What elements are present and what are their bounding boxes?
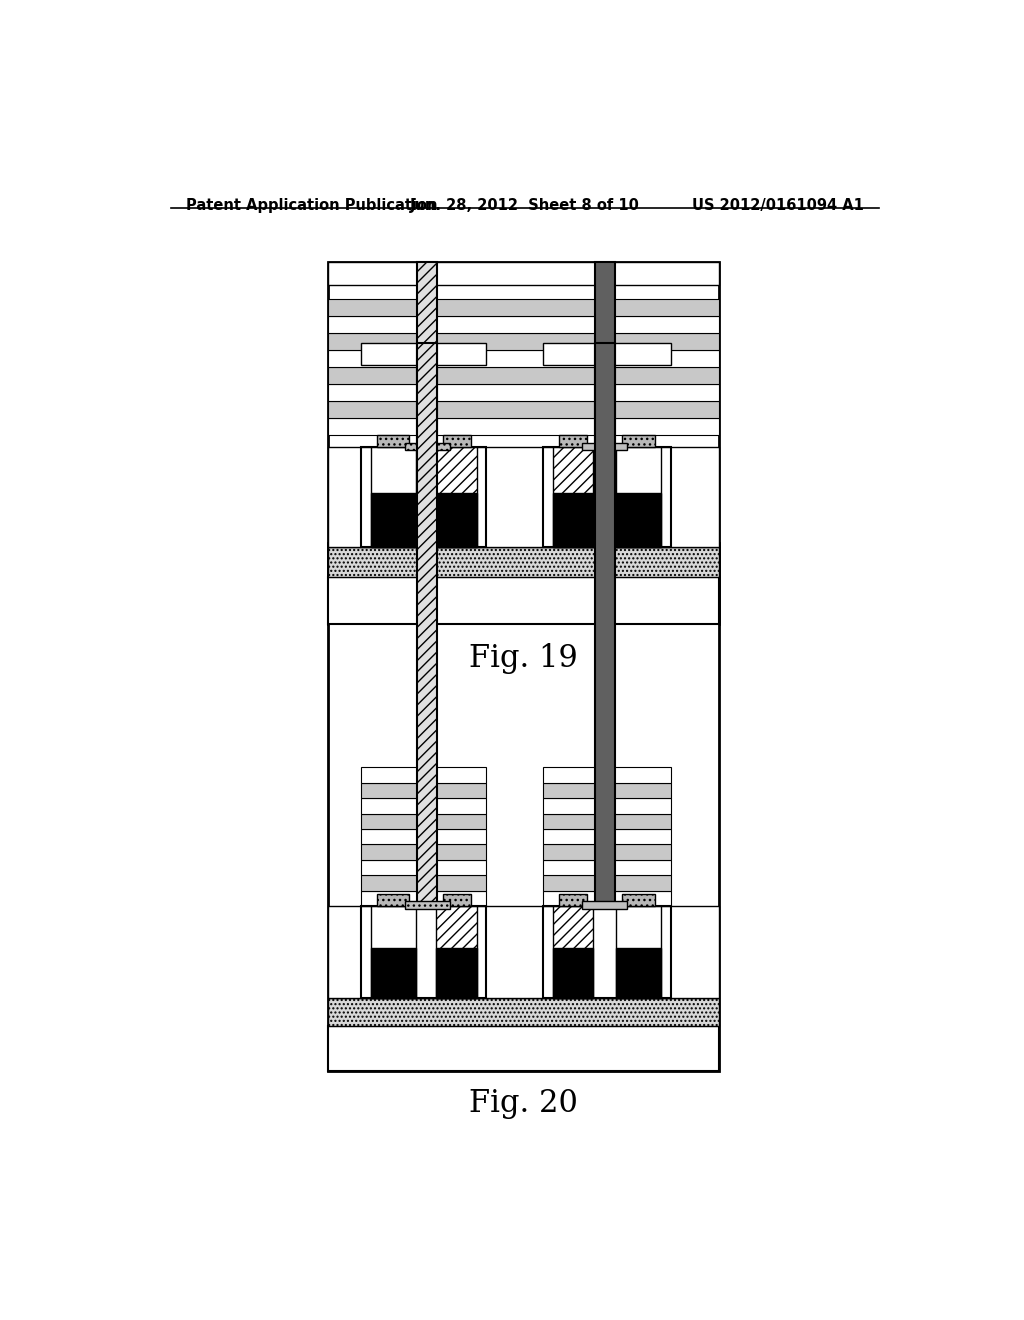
Bar bbox=[361, 783, 486, 799]
Bar bbox=[553, 492, 593, 548]
Bar bbox=[328, 447, 719, 548]
Bar bbox=[436, 906, 477, 998]
Bar bbox=[559, 434, 587, 447]
Bar bbox=[328, 263, 719, 624]
Bar bbox=[328, 350, 719, 367]
Bar bbox=[361, 813, 486, 829]
Bar bbox=[361, 767, 486, 783]
Bar bbox=[544, 829, 671, 845]
Bar bbox=[442, 434, 471, 447]
Bar bbox=[616, 948, 662, 998]
Bar bbox=[328, 300, 719, 317]
Bar bbox=[361, 343, 486, 364]
Bar bbox=[616, 447, 662, 548]
Bar bbox=[436, 492, 477, 548]
Bar bbox=[544, 767, 671, 783]
Bar bbox=[377, 434, 410, 447]
Bar bbox=[553, 948, 593, 998]
Text: US 2012/0161094 A1: US 2012/0161094 A1 bbox=[692, 198, 864, 214]
Bar bbox=[404, 902, 450, 909]
Bar bbox=[436, 948, 477, 998]
Bar bbox=[328, 263, 719, 285]
Bar bbox=[623, 434, 655, 447]
Bar bbox=[328, 384, 719, 401]
Bar bbox=[442, 894, 471, 906]
Bar bbox=[361, 875, 486, 891]
Bar bbox=[328, 401, 719, 418]
Bar bbox=[417, 343, 437, 906]
Text: Patent Application Publication: Patent Application Publication bbox=[186, 198, 437, 214]
Bar bbox=[544, 845, 671, 859]
Bar bbox=[616, 492, 662, 548]
Bar bbox=[371, 948, 416, 998]
Bar bbox=[623, 894, 655, 906]
Bar bbox=[544, 783, 671, 799]
Bar bbox=[404, 442, 450, 450]
Bar bbox=[544, 875, 671, 891]
Bar bbox=[328, 1026, 719, 1071]
Bar bbox=[417, 263, 437, 447]
Bar bbox=[361, 845, 486, 859]
Bar bbox=[328, 317, 719, 333]
Bar bbox=[553, 906, 593, 998]
Text: Fig. 20: Fig. 20 bbox=[469, 1088, 578, 1119]
Bar bbox=[544, 343, 671, 364]
Bar bbox=[361, 799, 486, 813]
Bar bbox=[328, 333, 719, 350]
Bar bbox=[328, 998, 719, 1026]
Bar bbox=[371, 447, 416, 548]
Bar bbox=[544, 447, 671, 548]
Bar bbox=[361, 859, 486, 875]
Bar bbox=[361, 891, 486, 906]
Bar bbox=[544, 813, 671, 829]
Bar bbox=[328, 906, 719, 998]
Bar bbox=[328, 544, 719, 1071]
Bar bbox=[371, 906, 416, 998]
Bar bbox=[559, 894, 587, 906]
Bar bbox=[553, 447, 593, 548]
Bar bbox=[595, 263, 614, 447]
Bar bbox=[436, 447, 477, 548]
Bar bbox=[361, 906, 486, 998]
Bar bbox=[544, 891, 671, 906]
Text: Fig. 19: Fig. 19 bbox=[469, 644, 578, 675]
Text: Jun. 28, 2012  Sheet 8 of 10: Jun. 28, 2012 Sheet 8 of 10 bbox=[410, 198, 640, 214]
Bar bbox=[544, 906, 671, 998]
Bar bbox=[544, 799, 671, 813]
Bar bbox=[328, 548, 719, 577]
Bar bbox=[361, 829, 486, 845]
Bar bbox=[583, 902, 627, 909]
Bar bbox=[371, 492, 416, 548]
Bar bbox=[583, 442, 627, 450]
Bar bbox=[328, 418, 719, 434]
Bar bbox=[328, 367, 719, 384]
Bar bbox=[595, 343, 614, 906]
Bar bbox=[377, 894, 410, 906]
Bar bbox=[328, 577, 719, 624]
Bar bbox=[544, 859, 671, 875]
Bar bbox=[616, 906, 662, 998]
Bar bbox=[361, 447, 486, 548]
